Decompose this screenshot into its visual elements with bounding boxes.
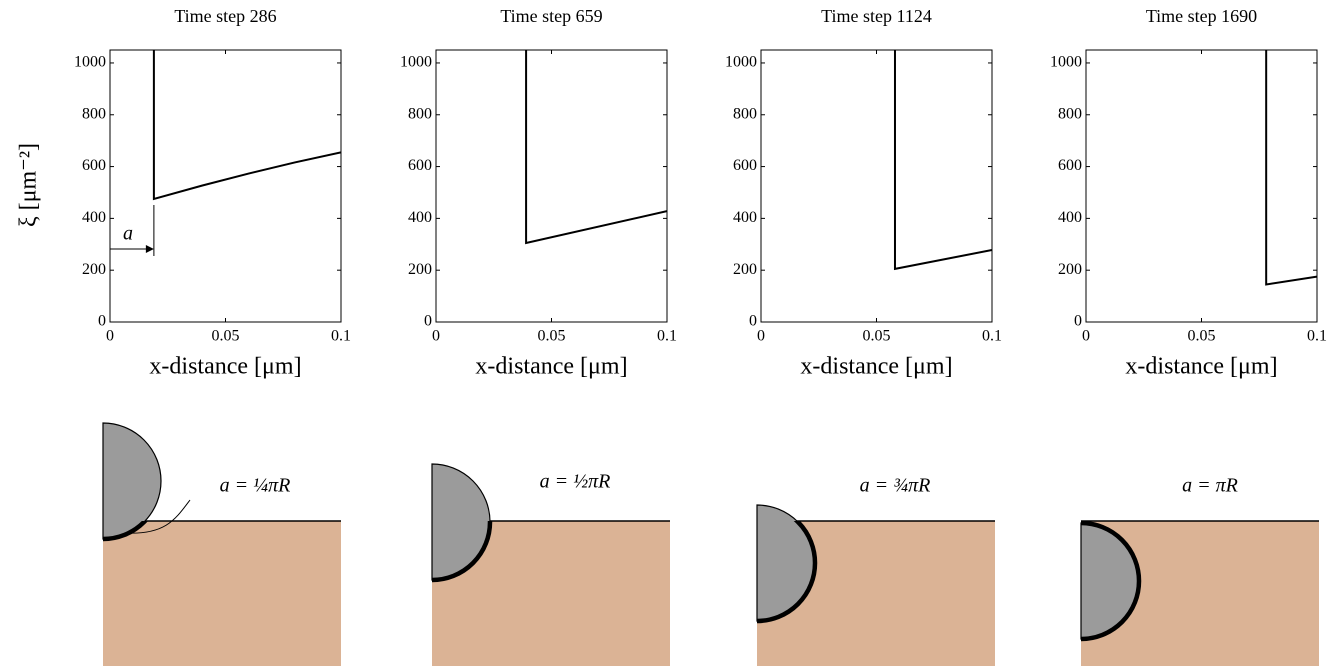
- x-axis-label: x-distance [μm]: [800, 354, 952, 380]
- y-tick-label: 200: [1058, 261, 1082, 278]
- y-tick-label: 600: [82, 157, 106, 174]
- diagram-label: a = ¾πR: [860, 475, 931, 497]
- x-tick-label: 0: [432, 328, 440, 345]
- x-tick-label: 0.05: [863, 328, 891, 345]
- x-tick-label: 0: [106, 328, 114, 345]
- chart-title: Time step 286: [174, 6, 276, 26]
- y-tick-label: 0: [98, 313, 106, 330]
- leader: [124, 499, 191, 534]
- data-line: [152, 50, 341, 201]
- y-tick-label: 0: [749, 313, 757, 330]
- substrate: [103, 521, 341, 666]
- y-tick-label: 400: [408, 209, 432, 226]
- contact-arc: [1080, 521, 1142, 642]
- plot-frame: [760, 49, 993, 323]
- x-tick-label: 0.05: [1188, 328, 1216, 345]
- x-axis-label: x-distance [μm]: [149, 354, 301, 380]
- plot-frame: [109, 49, 342, 323]
- annotation: a: [123, 223, 133, 245]
- y-tick-label: 1000: [1050, 54, 1082, 71]
- y-tick-label: 1000: [725, 54, 757, 71]
- contact-arc: [756, 521, 818, 624]
- y-tick-label: 600: [1058, 157, 1082, 174]
- y-tick-label: 400: [733, 209, 757, 226]
- x-tick-label: 0: [757, 328, 765, 345]
- chart-title: Time step 1690: [1146, 6, 1257, 26]
- plot-frame: [435, 49, 668, 323]
- x-tick-label: 0.1: [657, 328, 677, 345]
- x-tick-label: 0.1: [1307, 328, 1327, 345]
- y-axis-label: ξ [μm⁻²]: [16, 143, 42, 227]
- x-tick-label: 0.05: [212, 328, 240, 345]
- y-tick-label: 600: [408, 157, 432, 174]
- diagram-label: a = ¼πR: [220, 475, 291, 497]
- diagram-label: a = πR: [1182, 475, 1238, 497]
- diagrams: a = ¼πR a = ½πR a = ¾πR a = πR: [102, 422, 1319, 666]
- x-tick-label: 0.1: [331, 328, 351, 345]
- y-tick-label: 0: [1074, 313, 1082, 330]
- y-tick-label: 400: [1058, 209, 1082, 226]
- x-tick-label: 0: [1082, 328, 1090, 345]
- data-line: [525, 50, 667, 245]
- contact-arc: [431, 521, 493, 583]
- y-tick-label: 600: [733, 157, 757, 174]
- annotation-arrowhead: [145, 245, 154, 253]
- y-tick-label: 200: [408, 261, 432, 278]
- x-tick-label: 0.05: [538, 328, 566, 345]
- x-tick-label: 0.1: [982, 328, 1002, 345]
- y-tick-label: 400: [82, 209, 106, 226]
- y-tick-label: 800: [733, 105, 757, 122]
- y-tick-label: 1000: [74, 54, 106, 71]
- y-tick-label: 800: [1058, 105, 1082, 122]
- x-axis-label: x-distance [μm]: [475, 354, 627, 380]
- data-line: [1265, 50, 1317, 286]
- y-tick-label: 800: [82, 105, 106, 122]
- chart-title: Time step 1124: [821, 6, 932, 26]
- diagram-label: a = ½πR: [540, 471, 611, 493]
- y-tick-label: 0: [424, 313, 432, 330]
- y-tick-label: 800: [408, 105, 432, 122]
- chart-title: Time step 659: [500, 6, 602, 26]
- y-tick-label: 1000: [400, 54, 432, 71]
- y-tick-label: 200: [82, 261, 106, 278]
- data-line: [893, 50, 992, 271]
- y-tick-label: 200: [733, 261, 757, 278]
- x-axis-label: x-distance [μm]: [1125, 354, 1277, 380]
